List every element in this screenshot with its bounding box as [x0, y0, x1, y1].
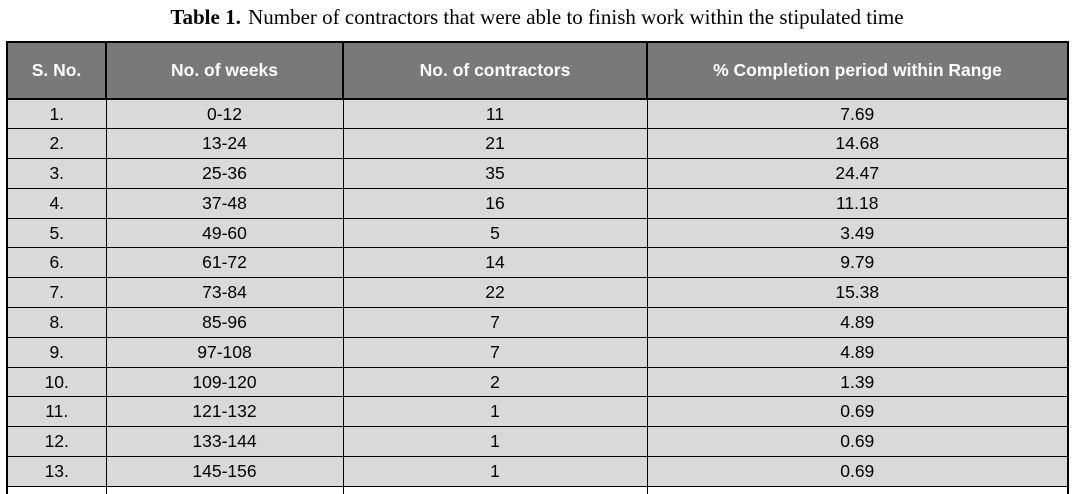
column-header-contractors: No. of contractors — [342, 41, 648, 100]
table-row: 8. 85-96 7 4.89 — [6, 307, 1069, 338]
table-row: 13. 145-156 1 0.69 — [6, 456, 1069, 487]
cell-weeks: 133-144 — [105, 426, 344, 458]
cell-pct: 7.69 — [646, 98, 1069, 130]
cell-contractors: 35 — [342, 158, 648, 189]
table-caption-label: Table 1. — [170, 5, 241, 29]
cell-weeks: 109-120 — [105, 366, 344, 398]
cell-pct: 4.89 — [646, 336, 1069, 368]
cell-contractors: 21 — [342, 128, 648, 160]
table-row: 9. 97-108 7 4.89 — [6, 336, 1069, 368]
cell-pct: 0.69 — [646, 396, 1069, 428]
cell-weeks: 61-72 — [105, 247, 344, 279]
cell-pct: 24.47 — [646, 158, 1069, 189]
cell-contractors: 7 — [342, 307, 648, 338]
cell-sno: 13. — [6, 456, 107, 487]
cell-contractors: 14 — [342, 247, 648, 279]
contractors-table: S. No. No. of weeks No. of contractors %… — [6, 41, 1069, 494]
cell-weeks: 85-96 — [105, 307, 344, 338]
cell-sno: 7. — [6, 277, 107, 309]
table-row: 12. 133-144 1 0.69 — [6, 426, 1069, 458]
cell-weeks: 121-132 — [105, 396, 344, 428]
cell-contractors: 7 — [342, 336, 648, 368]
cell-sno: 5. — [6, 217, 107, 249]
cell-contractors: 2 — [342, 366, 648, 398]
table-row: 5. 49-60 5 3.49 — [6, 217, 1069, 249]
cell-weeks: 25-36 — [105, 158, 344, 189]
cell-contractors: 1 — [342, 426, 648, 458]
cell-sno: 12. — [6, 426, 107, 458]
cell-sno: 8. — [6, 307, 107, 338]
cell-sno: 4. — [6, 187, 107, 219]
cell-sno: 3. — [6, 158, 107, 189]
cell-empty — [105, 485, 344, 494]
cell-empty — [6, 485, 107, 494]
cell-weeks: 49-60 — [105, 217, 344, 249]
table-row: 11. 121-132 1 0.69 — [6, 396, 1069, 428]
table-row: 1. 0-12 11 7.69 — [6, 98, 1069, 130]
cell-empty — [646, 485, 1069, 494]
table-row: 10. 109-120 2 1.39 — [6, 366, 1069, 398]
cell-sno: 9. — [6, 336, 107, 368]
cell-pct: 15.38 — [646, 277, 1069, 309]
cell-pct: 14.68 — [646, 128, 1069, 160]
cell-pct: 3.49 — [646, 217, 1069, 249]
cell-weeks: 73-84 — [105, 277, 344, 309]
column-header-sno: S. No. — [6, 41, 107, 100]
column-header-weeks: No. of weeks — [105, 41, 344, 100]
cell-weeks: 37-48 — [105, 187, 344, 219]
cell-pct: 11.18 — [646, 187, 1069, 219]
cell-contractors: 1 — [342, 456, 648, 487]
cell-sno: 2. — [6, 128, 107, 160]
header-row: S. No. No. of weeks No. of contractors %… — [6, 41, 1069, 100]
table-caption-text: Number of contractors that were able to … — [248, 5, 904, 29]
cell-weeks: 13-24 — [105, 128, 344, 160]
partial-clipped-row — [6, 485, 1069, 494]
cell-contractors: 22 — [342, 277, 648, 309]
table-row: 7. 73-84 22 15.38 — [6, 277, 1069, 309]
cell-sno: 10. — [6, 366, 107, 398]
cell-weeks: 97-108 — [105, 336, 344, 368]
cell-contractors: 1 — [342, 396, 648, 428]
cell-empty — [342, 485, 648, 494]
cell-pct: 4.89 — [646, 307, 1069, 338]
table-row: 2. 13-24 21 14.68 — [6, 128, 1069, 160]
cell-weeks: 145-156 — [105, 456, 344, 487]
table-caption: Table 1. Number of contractors that were… — [0, 5, 1074, 30]
cell-pct: 1.39 — [646, 366, 1069, 398]
cell-sno: 6. — [6, 247, 107, 279]
table-row: 6. 61-72 14 9.79 — [6, 247, 1069, 279]
column-header-completion-pct: % Completion period within Range — [646, 41, 1069, 100]
cell-sno: 1. — [6, 98, 107, 130]
table-row: 3. 25-36 35 24.47 — [6, 158, 1069, 189]
cell-contractors: 5 — [342, 217, 648, 249]
table-row: 4. 37-48 16 11.18 — [6, 187, 1069, 219]
cell-pct: 0.69 — [646, 456, 1069, 487]
cell-pct: 0.69 — [646, 426, 1069, 458]
cell-sno: 11. — [6, 396, 107, 428]
table-body: 1. 0-12 11 7.69 2. 13-24 21 14.68 3. 25-… — [6, 98, 1069, 487]
cell-contractors: 16 — [342, 187, 648, 219]
cell-contractors: 11 — [342, 98, 648, 130]
cell-pct: 9.79 — [646, 247, 1069, 279]
cell-weeks: 0-12 — [105, 98, 344, 130]
